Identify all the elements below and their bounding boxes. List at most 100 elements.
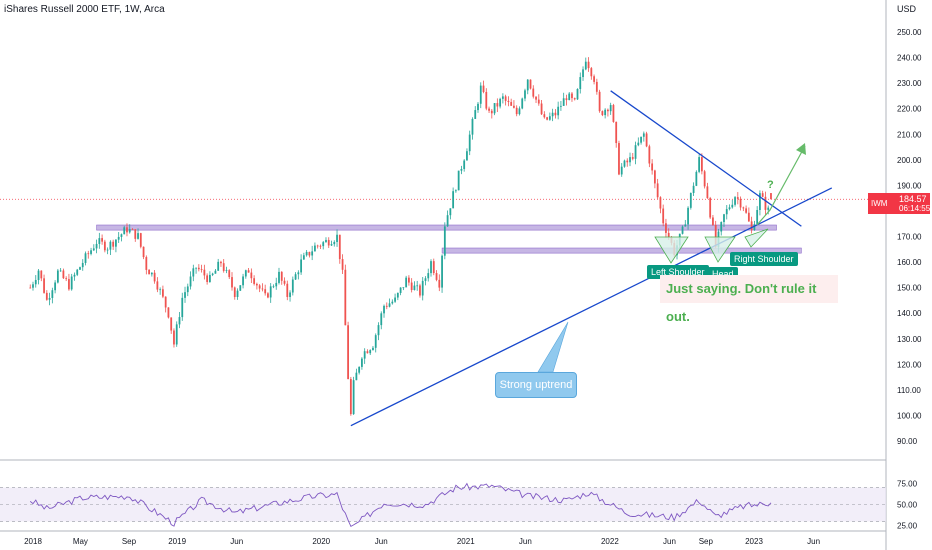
candle-body — [485, 91, 488, 109]
candle-body — [659, 197, 662, 209]
candle-body — [642, 133, 645, 137]
downtrend-trendline — [610, 90, 802, 227]
candle-body — [631, 157, 634, 159]
projection-arrow-line — [756, 145, 806, 226]
candle-body — [399, 287, 402, 293]
candle-body — [441, 255, 443, 288]
candle-body — [139, 233, 142, 247]
candle-body — [427, 273, 430, 279]
candle-body — [363, 351, 366, 359]
candle-body — [407, 277, 410, 283]
candle-body — [665, 223, 667, 233]
candle-body — [327, 239, 330, 246]
candle-body — [280, 271, 283, 281]
candle-body — [372, 347, 374, 351]
candle-body — [634, 145, 637, 159]
candle-body — [391, 301, 394, 304]
candle-body — [712, 217, 714, 225]
candle-body — [325, 239, 327, 243]
candle-body — [34, 280, 37, 285]
candle-body — [430, 261, 432, 274]
x-tick-label: 2021 — [457, 537, 475, 546]
candle-body — [507, 100, 510, 103]
candle-body — [297, 272, 300, 275]
x-tick-label: Jun — [375, 537, 388, 546]
candle-body — [477, 103, 479, 111]
candle-body — [681, 226, 684, 234]
candle-body — [761, 193, 764, 197]
candle-body — [629, 157, 631, 163]
chart-title: iShares Russell 2000 ETF, 1W, Arca — [4, 4, 165, 15]
candle-body — [750, 221, 753, 231]
candle-body — [208, 274, 211, 282]
candle-body — [513, 105, 515, 108]
last-price-label: IWM 184.57 06:14:55 — [868, 193, 930, 214]
candle-body — [261, 288, 264, 290]
y-tick-label: 110.00 — [897, 386, 921, 395]
candle-body — [687, 207, 689, 225]
candle-body — [521, 98, 524, 109]
candle-body — [618, 143, 620, 175]
candle-body — [623, 160, 626, 167]
candle-body — [65, 278, 68, 280]
candle-body — [537, 99, 540, 104]
y-tick-label: 130.00 — [897, 335, 922, 344]
candle-body — [405, 277, 408, 288]
right-shoulder-label[interactable]: Right Shoulder — [730, 252, 798, 266]
candle-body — [311, 251, 314, 256]
candle-body — [336, 234, 338, 242]
candle-body — [728, 207, 731, 210]
candle-body — [134, 229, 137, 239]
candle-body — [582, 69, 584, 78]
candle-body — [626, 160, 629, 163]
candle-body — [275, 282, 278, 287]
candle-body — [361, 358, 363, 367]
candle-body — [446, 215, 449, 227]
candle-body — [532, 88, 535, 97]
candle-body — [571, 93, 573, 99]
uptrend-callout[interactable]: Strong uptrend — [495, 372, 577, 398]
candle-body — [734, 197, 736, 205]
candle-body — [192, 268, 195, 277]
candle-body — [410, 282, 413, 291]
head-shape — [704, 236, 736, 263]
candle-body — [435, 273, 438, 280]
candle-body — [731, 204, 734, 208]
candle-body — [358, 366, 361, 373]
candle-body — [460, 168, 463, 171]
candle-body — [419, 285, 421, 296]
candle-body — [117, 236, 120, 240]
candle-body — [584, 61, 587, 70]
x-tick-label: 2020 — [312, 537, 330, 546]
candle-body — [640, 136, 642, 143]
candle-body — [490, 110, 493, 114]
annotation-note[interactable]: Just saying. Don't rule it out. — [660, 275, 838, 324]
candle-body — [291, 279, 294, 293]
candle-body — [48, 297, 51, 300]
candle-body — [186, 286, 189, 293]
candle-body — [203, 269, 206, 276]
x-tick-label: 2023 — [745, 537, 763, 546]
candle-body — [568, 93, 571, 101]
candle-body — [164, 296, 167, 308]
y-tick-label: 160.00 — [897, 258, 922, 267]
candle-body — [587, 61, 590, 69]
currency-label: USD — [897, 4, 917, 14]
candle-body — [103, 241, 106, 251]
candle-body — [438, 279, 441, 288]
y-tick-label: 90.00 — [897, 437, 918, 446]
candle-body — [499, 98, 502, 107]
candle-body — [714, 224, 717, 247]
candle-body — [700, 157, 703, 172]
candle-body — [759, 193, 761, 211]
candle-body — [374, 335, 377, 348]
candle-body — [173, 330, 175, 345]
candle-body — [330, 244, 333, 246]
candle-body — [159, 289, 162, 291]
candle-body — [302, 255, 305, 260]
candle-body — [609, 105, 612, 112]
ticker-symbol: IWM — [871, 199, 888, 208]
candle-body — [98, 238, 101, 244]
candle-body — [59, 270, 62, 272]
